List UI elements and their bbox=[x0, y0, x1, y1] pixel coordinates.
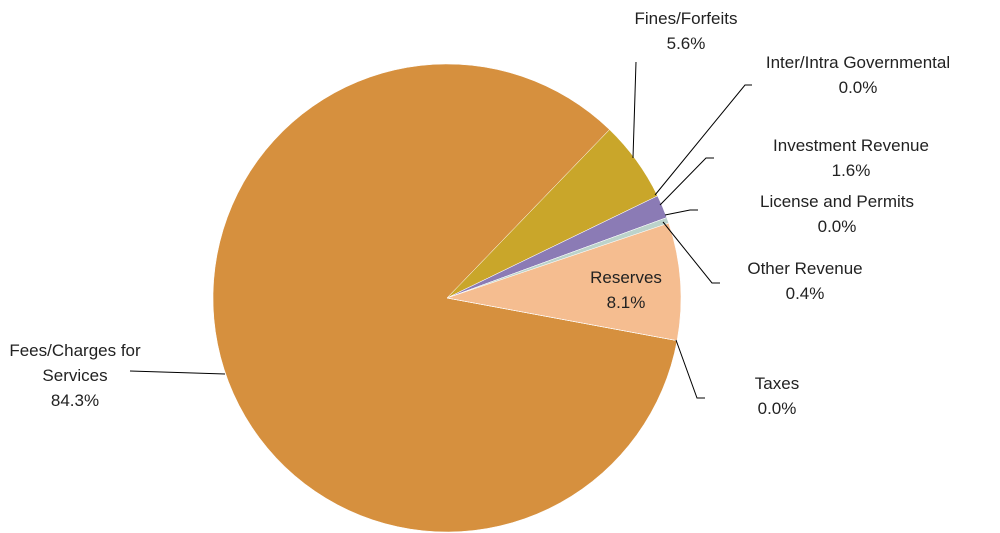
value-label: 8.1% bbox=[606, 293, 646, 312]
value-label: 0.0% bbox=[757, 399, 797, 418]
value-label: 0.0% bbox=[817, 217, 857, 236]
leader-line bbox=[659, 157, 714, 206]
category-label: Inter/Intra Governmental bbox=[765, 53, 951, 72]
leader-line bbox=[675, 339, 705, 399]
leader-line bbox=[632, 61, 637, 159]
category-label: Reserves bbox=[590, 268, 662, 287]
category-label: Investment Revenue bbox=[773, 136, 929, 155]
category-label: License and Permits bbox=[759, 192, 915, 211]
slice-label: Other Revenue 0.4% bbox=[655, 256, 955, 306]
leader-line bbox=[664, 209, 698, 216]
value-label: 0.4% bbox=[785, 284, 825, 303]
category-label: Taxes bbox=[754, 374, 800, 393]
slice-label: License and Permits 0.0% bbox=[687, 189, 987, 239]
slice-label: Fines/Forfeits 5.6% bbox=[536, 6, 836, 56]
value-label: 0.0% bbox=[838, 78, 878, 97]
slice-label: Reserves 8.1% bbox=[566, 265, 686, 315]
value-label: 84.3% bbox=[50, 391, 100, 410]
slice-label: Investment Revenue 1.6% bbox=[701, 133, 1000, 183]
leader-line bbox=[129, 370, 226, 375]
value-label: 5.6% bbox=[666, 34, 706, 53]
category-label: Fees/Charges for Services bbox=[9, 341, 141, 385]
pie-slice bbox=[446, 222, 682, 341]
leader-line bbox=[654, 84, 752, 196]
category-label: Fines/Forfeits bbox=[634, 9, 738, 28]
slice-label: Inter/Intra Governmental 0.0% bbox=[708, 50, 1000, 100]
slice-label: Fees/Charges for Services 84.3% bbox=[0, 338, 160, 413]
value-label: 1.6% bbox=[831, 161, 871, 180]
category-label: Other Revenue bbox=[747, 259, 863, 278]
slice-label: Taxes 0.0% bbox=[627, 371, 927, 421]
pie-slice bbox=[212, 63, 678, 533]
leader-line bbox=[662, 221, 720, 284]
